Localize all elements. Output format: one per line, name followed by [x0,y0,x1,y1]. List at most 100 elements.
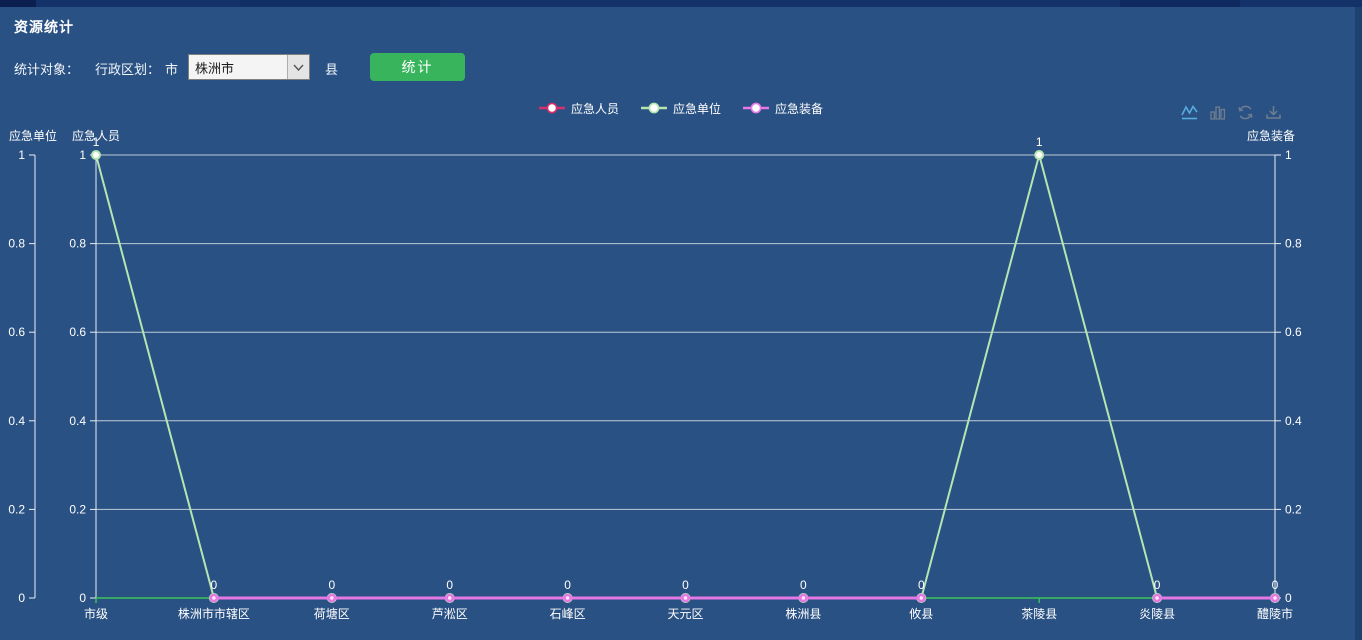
legend-label: 应急人员 [570,101,619,116]
page-title: 资源统计 [14,19,74,35]
chart-legend: 应急人员 应急单位 应急装备 [0,99,1362,117]
data-label: 0 [682,578,689,592]
data-point[interactable] [799,593,808,603]
chart-toolbox [1180,101,1283,123]
y-tick-label: 0.6 [8,325,25,339]
data-point-center [1155,596,1159,600]
data-point[interactable] [1152,593,1162,603]
data-point[interactable] [326,593,337,603]
data-label: 0 [1272,578,1279,592]
data-point[interactable] [445,593,455,603]
y-tick-label: 1 [79,148,86,162]
y-tick-label: 0.4 [1285,414,1302,428]
data-point[interactable] [681,593,690,603]
y-tick-label: 1 [1285,148,1292,162]
data-label: 0 [800,578,807,592]
data-point[interactable] [680,593,691,603]
data-point[interactable] [327,593,337,603]
data-point[interactable] [681,593,690,603]
data-point-center [801,596,806,600]
x-category-label: 株洲县 [785,606,821,621]
legend-item-3[interactable]: 应急装备 [743,100,823,117]
data-point[interactable] [1034,150,1045,160]
legend-marker-icon [640,102,667,114]
data-point[interactable] [1152,593,1163,603]
top-window-strip [0,0,1362,7]
data-point-center [801,596,806,600]
data-point[interactable] [916,593,926,603]
download-icon[interactable] [1264,103,1283,122]
x-category-label: 芦淞区 [432,607,468,621]
data-point[interactable] [563,593,572,603]
series-line-应急单位 [95,151,1275,599]
data-point[interactable] [916,593,926,603]
statistics-button[interactable]: 统计 [370,53,465,81]
x-category-label: 石峰区 [550,607,586,621]
district-label: 行政区划： [95,62,161,77]
restore-icon[interactable] [1236,103,1255,122]
y-tick-label: 0.4 [69,414,86,428]
x-category-label: 株洲市市辖区 [178,606,250,621]
data-point-center [448,596,452,600]
x-category-label: 荷塘区 [314,606,350,621]
y-tick-label: 0 [18,591,25,605]
data-point-center [1273,596,1277,600]
data-point[interactable] [1270,593,1280,603]
top-strip-segment [1120,0,1240,7]
data-point[interactable] [916,593,927,603]
legend-item-1[interactable]: 应急人员 [538,100,619,117]
y-tick-label: 0.2 [1285,502,1302,516]
data-point-center [683,596,688,600]
data-point[interactable] [208,593,219,603]
data-point-center [330,596,334,600]
x-category-label: 天元区 [667,607,703,621]
data-point[interactable] [563,593,572,603]
data-point[interactable] [209,593,219,603]
data-label: 0 [328,578,335,592]
data-point[interactable] [1270,593,1280,603]
data-label: 0 [564,578,571,592]
data-point[interactable] [444,593,455,603]
data-label: 0 [446,578,453,592]
data-point[interactable] [1152,593,1162,603]
data-point[interactable] [445,593,455,603]
filter-row: 统计对象： 行政区划： 市 株洲市 县 统计 [0,53,1362,81]
y-axis-name-right: 应急装备 [1247,128,1295,143]
data-point-center [565,596,570,600]
legend-label: 应急单位 [672,101,721,116]
data-point-center [448,596,452,600]
data-point[interactable] [799,593,808,603]
y-tick-label: 0.8 [8,237,25,251]
y-tick-label: 0.8 [69,237,86,251]
data-point-center [683,596,688,600]
city-select-value: 株洲市 [195,60,235,76]
data-point[interactable] [91,150,101,160]
data-point-center [919,596,923,600]
y-tick-label: 0.6 [69,325,86,339]
legend-item-2[interactable]: 应急单位 [640,100,721,117]
legend-marker-icon [743,102,769,114]
data-point[interactable] [562,593,573,603]
data-point[interactable] [327,593,337,603]
y-tick-label: 0 [1285,591,1292,605]
legend-marker-icon [538,102,565,114]
city-select[interactable]: 株洲市 [188,54,310,80]
y-tick-label: 0.4 [8,414,25,428]
city-label: 市 [165,62,179,77]
bar-chart-icon[interactable] [1208,103,1227,122]
y-tick-label: 1 [18,148,25,162]
y-tick-label: 0.6 [1285,325,1302,339]
data-point[interactable] [798,593,809,603]
data-point-center [1273,596,1277,600]
x-category-label: 攸县 [909,606,933,621]
data-point-center [1155,596,1159,600]
line-chart-icon[interactable] [1180,103,1199,122]
data-point[interactable] [1270,593,1280,603]
data-point[interactable] [209,593,219,603]
x-category-label: 醴陵市 [1257,606,1293,621]
chevron-down-icon [287,55,309,79]
y-axis-name-left-2: 应急人员 [72,128,120,143]
x-category-label: 茶陵县 [1021,606,1057,621]
data-point-center [212,596,216,600]
